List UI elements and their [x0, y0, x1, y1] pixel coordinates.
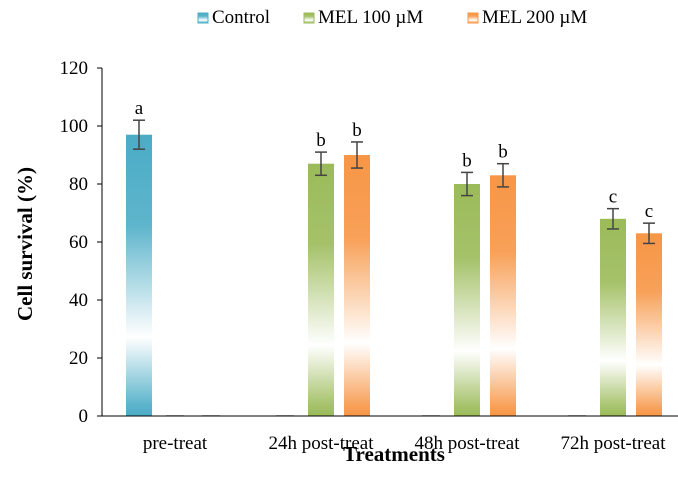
x-tick-label-pre-treat: pre-treat — [143, 433, 208, 454]
error-bar-mel-200-m-72h-post-treat — [643, 222, 655, 245]
bar-mel-100-m-48h-post-treat — [454, 184, 480, 416]
x-axis: pre-treat 24h post-treat 48h post-treat 72h… — [102, 415, 678, 454]
error-bar-mel-200-m-48h-post-treat — [497, 162, 509, 188]
bar-mel-200-m-24h-post-treat — [344, 155, 370, 416]
legend-label: Control — [212, 7, 270, 28]
legend-item-control: Control — [197, 7, 270, 28]
legend: Control MEL 100 µM MEL 200 µM — [197, 7, 587, 28]
legend-item-mel-100-m: MEL 100 µM — [303, 7, 423, 28]
bar-mel-100-m-72h-post-treat — [600, 218, 626, 416]
bars-layer: a b b b b c c — [126, 98, 662, 416]
y-tick-label: 60 — [69, 232, 88, 253]
bar-mel-200-m-72h-post-treat — [636, 233, 662, 416]
error-bar-mel-100-m-72h-post-treat — [607, 207, 619, 230]
legend-item-mel-200-m: MEL 200 µM — [467, 7, 587, 28]
y-tick-label: 0 — [79, 406, 89, 427]
y-tick-label: 40 — [69, 290, 88, 311]
y-tick-label: 100 — [60, 116, 89, 137]
bar-mel-100-m-24h-post-treat — [308, 163, 334, 416]
significance-label: b — [498, 142, 508, 163]
legend-swatch — [467, 12, 479, 24]
significance-label: b — [316, 130, 326, 151]
error-bar-mel-100-m-48h-post-treat — [461, 171, 473, 197]
x-tick-label-24h-post-treat: 24h post-treat — [268, 433, 374, 454]
legend-label: MEL 200 µM — [482, 7, 587, 28]
error-bar-mel-200-m-24h-post-treat — [351, 141, 363, 169]
significance-label: a — [135, 98, 144, 119]
y-axis-label: Cell survival (%) — [13, 167, 37, 321]
error-bar-control-pre-treat — [133, 119, 145, 150]
y-tick-label: 120 — [60, 58, 89, 79]
y-tick-label: 80 — [69, 174, 88, 195]
y-axis: 0 20 40 60 80 100 120 — [60, 58, 103, 427]
x-axis-label: Treatments — [343, 442, 445, 466]
bar-mel-200-m-48h-post-treat — [490, 175, 516, 416]
legend-swatch — [197, 12, 209, 24]
legend-label: MEL 100 µM — [318, 7, 423, 28]
x-tick-label-72h-post-treat: 72h post-treat — [560, 433, 666, 454]
significance-label: c — [645, 201, 653, 222]
significance-label: b — [352, 120, 362, 141]
legend-swatch — [303, 12, 315, 24]
significance-label: b — [462, 150, 472, 171]
error-bar-mel-100-m-24h-post-treat — [315, 151, 327, 177]
x-tick-label-48h-post-treat: 48h post-treat — [414, 433, 520, 454]
bar-control-pre-treat — [126, 134, 152, 416]
significance-label: c — [609, 187, 617, 208]
y-tick-label: 20 — [69, 348, 88, 369]
